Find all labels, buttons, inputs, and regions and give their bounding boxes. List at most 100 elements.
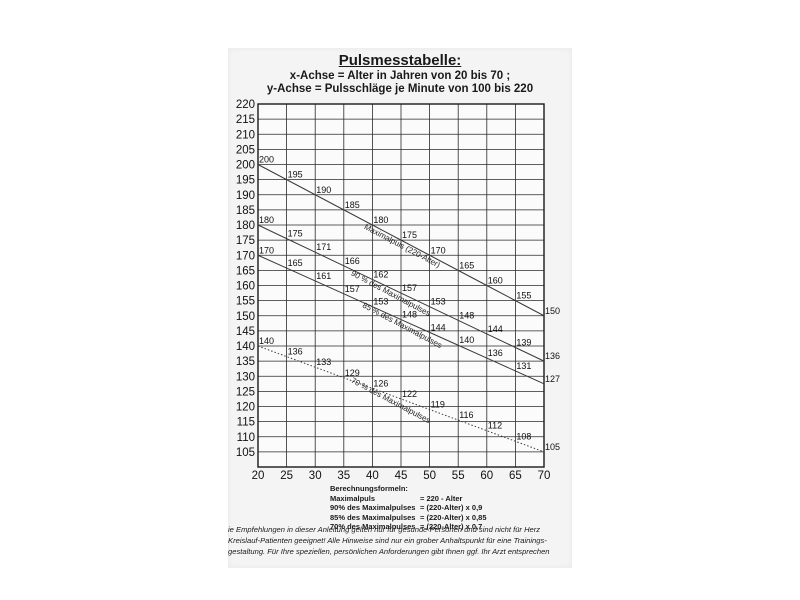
x-tick-label: 35: [337, 470, 350, 482]
data-label: 157: [402, 283, 417, 293]
y-tick-label: 200: [236, 160, 255, 172]
formula-expression: = 220 - Alter: [420, 494, 463, 504]
disclaimer-line: gestaltung. Für Ihre speziellen, persönl…: [228, 547, 550, 556]
formula-block: Berechnungsformeln: Maximalpuls = 220 - …: [330, 484, 487, 531]
y-tick-label: 190: [236, 190, 255, 202]
data-label: 166: [345, 256, 360, 266]
y-tick-label: 125: [236, 386, 255, 398]
data-label: 136: [288, 347, 303, 357]
x-tick-label: 45: [395, 470, 408, 482]
data-label: 175: [288, 229, 303, 239]
y-tick-label: 220: [236, 99, 255, 111]
y-tick-label: 105: [236, 447, 255, 459]
data-label: 153: [431, 297, 446, 307]
formula-heading: Berechnungsformeln:: [330, 484, 408, 493]
data-label: 112: [488, 421, 502, 431]
y-tick-label: 195: [236, 175, 255, 187]
data-label: 148: [459, 310, 474, 320]
data-label: 122: [402, 389, 417, 399]
data-label: 136: [488, 348, 503, 358]
data-label: 150: [545, 306, 560, 316]
data-label: 170: [431, 245, 446, 255]
y-tick-label: 160: [236, 281, 255, 293]
series-line-2: [257, 254, 545, 385]
y-tick-label: 135: [236, 356, 255, 368]
x-tick-label: 25: [280, 470, 293, 482]
formula-label: 70% des Maximalpulses: [330, 521, 416, 531]
data-label: 144: [488, 324, 503, 334]
y-tick-label: 130: [236, 371, 255, 383]
data-label: 157: [345, 284, 360, 294]
y-tick-label: 150: [236, 311, 255, 323]
data-label: 161: [316, 271, 331, 281]
data-label: 140: [259, 336, 274, 346]
data-label: 131: [516, 361, 531, 371]
data-label: 185: [345, 200, 360, 210]
y-tick-label: 140: [236, 341, 255, 353]
plot-frame: [257, 103, 545, 468]
y-tick-label: 120: [236, 402, 255, 414]
data-label: 180: [259, 215, 274, 225]
series-line-1: [257, 224, 545, 362]
y-tick-label: 145: [236, 326, 255, 338]
data-label: 165: [459, 260, 474, 270]
y-tick-label: 205: [236, 144, 255, 156]
data-label: 105: [545, 442, 560, 452]
data-label: 139: [516, 338, 531, 348]
disclaimer-line: ie Empfehlungen in dieser Anleitung gelt…: [228, 525, 541, 534]
formula-row: 90% des Maximalpulses = (220-Alter) x 0,…: [330, 503, 487, 512]
data-label: 171: [316, 242, 331, 252]
y-axis-description: y-Achse = Pulsschläge je Minute von 100 …: [266, 83, 534, 95]
data-label: 175: [402, 230, 417, 240]
x-tick-label: 70: [538, 470, 551, 482]
formula-row: 85% des Maximalpulses = (220-Alter) x 0,…: [330, 513, 487, 522]
formula-expression: = (220-Alter) x 0,7: [420, 521, 483, 531]
formula-row: Maximalpuls = 220 - Alter: [330, 494, 487, 503]
data-label: 116: [459, 410, 473, 420]
data-label: 129: [345, 368, 360, 378]
data-label: 155: [516, 291, 531, 301]
x-tick-label: 55: [452, 470, 465, 482]
data-label: 180: [373, 215, 388, 225]
data-label: 153: [373, 297, 388, 307]
data-label: 170: [259, 245, 274, 255]
y-tick-label: 165: [236, 265, 255, 277]
formula-expression: = (220-Alter) x 0,85: [420, 512, 487, 522]
x-axis-description: x-Achse = Alter in Jahren von 20 bis 70 …: [289, 70, 511, 82]
formula-label: Maximalpuls: [330, 494, 376, 504]
x-tick-label: 65: [509, 470, 522, 482]
data-label: 195: [288, 170, 303, 180]
y-tick-label: 215: [236, 114, 255, 126]
formula-label: 85% des Maximalpulses: [330, 512, 416, 522]
data-label: 162: [373, 269, 388, 279]
formula-expression: = (220-Alter) x 0,9: [420, 503, 483, 513]
x-tick-label: 60: [480, 470, 493, 482]
formula-label: 90% des Maximalpulses: [330, 503, 416, 513]
data-label: 148: [402, 310, 417, 320]
x-tick-label: 50: [423, 470, 436, 482]
x-tick-label: 40: [366, 470, 379, 482]
data-label: 140: [459, 335, 474, 345]
data-label: 160: [488, 276, 503, 286]
data-label: 165: [288, 258, 303, 268]
data-label: 136: [545, 351, 560, 361]
x-tick-label: 20: [252, 470, 265, 482]
data-label: 144: [431, 322, 446, 332]
y-tick-label: 180: [236, 220, 255, 232]
y-tick-label: 170: [236, 250, 255, 262]
series-line-0: [257, 164, 545, 317]
y-tick-label: 175: [236, 235, 255, 247]
data-label: 119: [431, 400, 445, 410]
y-tick-label: 185: [236, 205, 255, 217]
data-label: 200: [259, 155, 274, 165]
y-tick-label: 115: [237, 417, 255, 429]
data-label: 126: [373, 378, 388, 388]
data-label: 127: [545, 374, 560, 384]
x-tick-label: 30: [309, 470, 322, 482]
y-tick-label: 110: [237, 432, 255, 444]
data-label: 133: [316, 357, 331, 367]
formula-row: 70% des Maximalpulses = (220-Alter) x 0,…: [330, 522, 487, 531]
disclaimer-text: ie Empfehlungen in dieser Anleitung gelt…: [228, 524, 572, 560]
data-label: 190: [316, 185, 331, 195]
